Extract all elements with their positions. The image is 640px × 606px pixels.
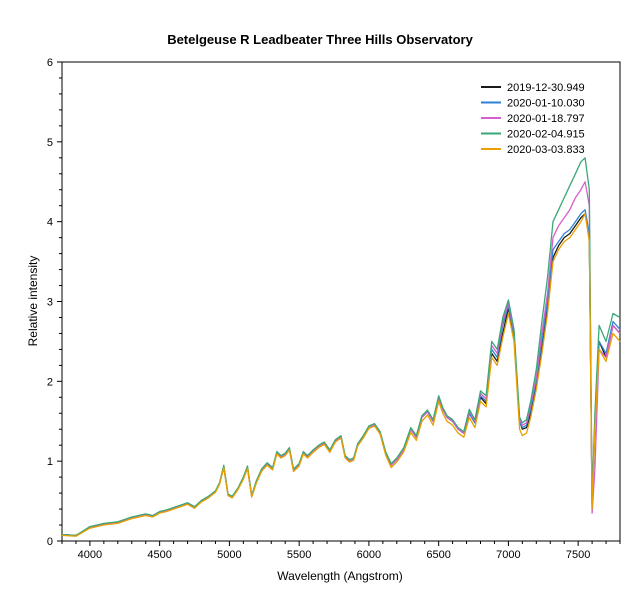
y-tick-label: 3 xyxy=(47,297,53,309)
y-tick-label: 1 xyxy=(47,456,53,468)
legend-label-3: 2020-01-18.797 xyxy=(507,113,585,125)
chart-title: Betelgeuse R Leadbeater Three Hills Obse… xyxy=(167,32,473,47)
legend-label-1: 2019-12-30.949 xyxy=(507,82,585,94)
legend-label-5: 2020-03-03.833 xyxy=(507,144,585,156)
series-line-3 xyxy=(61,181,621,537)
x-tick-label: 7000 xyxy=(496,549,520,561)
y-axis: 0 1 2 3 4 5 6 xyxy=(47,57,62,548)
x-tick-label: 5500 xyxy=(287,549,311,561)
y-tick-label: 0 xyxy=(47,536,53,548)
series-line-4 xyxy=(61,157,621,537)
legend-label-2: 2020-01-10.030 xyxy=(507,98,585,110)
x-tick-label: 5000 xyxy=(217,549,241,561)
legend-label-4: 2020-02-04.915 xyxy=(507,129,585,141)
x-axis-label: Wavelength (Angstrom) xyxy=(277,569,403,583)
x-tick-label: 4500 xyxy=(147,549,171,561)
x-tick-label: 6000 xyxy=(357,549,381,561)
y-tick-label: 5 xyxy=(47,137,53,149)
series-line-5 xyxy=(61,213,621,537)
y-tick-label: 6 xyxy=(47,57,53,69)
y-tick-label: 4 xyxy=(47,217,53,229)
x-tick-label: 7500 xyxy=(566,549,590,561)
x-tick-label: 6500 xyxy=(426,549,450,561)
x-axis: 4000 4500 5000 5500 6000 6500 7000 7500 xyxy=(61,541,621,561)
legend: 2019-12-30.949 2020-01-10.030 2020-01-18.7… xyxy=(481,82,585,156)
x-tick-label: 4000 xyxy=(78,549,102,561)
y-tick-label: 2 xyxy=(47,376,53,388)
y-axis-label: Relative intensity xyxy=(26,256,40,347)
